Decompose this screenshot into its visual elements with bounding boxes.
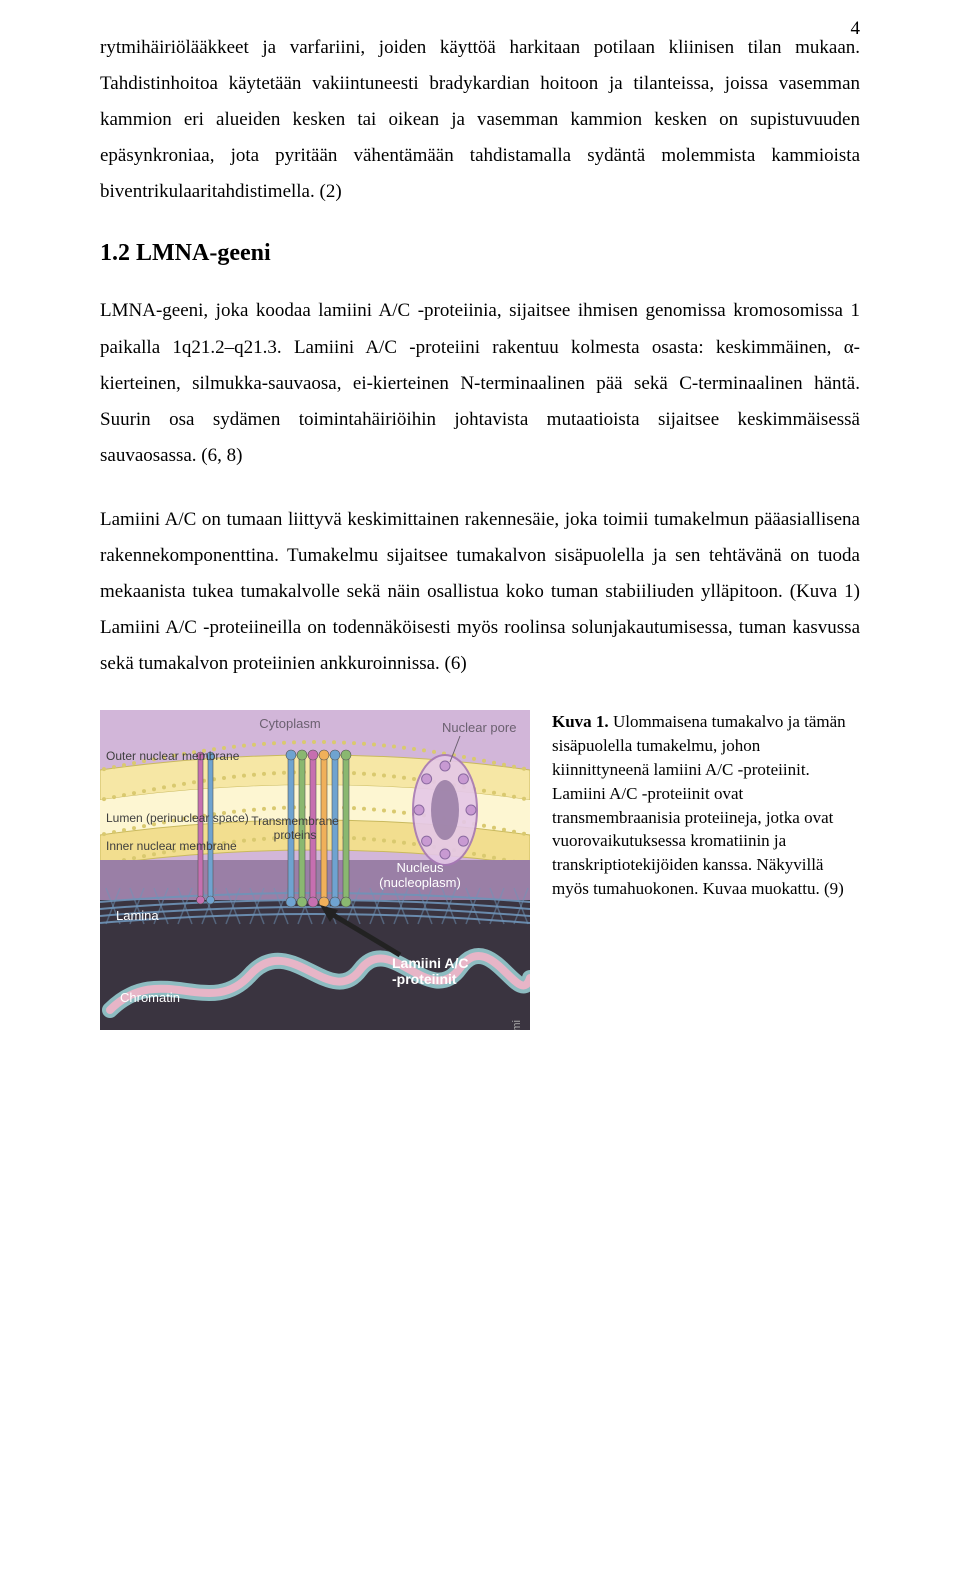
- figure-caption: Kuva 1. Ulommaisena tumakalvo ja tämän s…: [552, 710, 852, 900]
- svg-text:Lumen (perinuclear space): Lumen (perinuclear space): [106, 811, 249, 825]
- svg-text:Nuclear pore: Nuclear pore: [442, 720, 516, 735]
- svg-text:Cytoplasm: Cytoplasm: [259, 716, 320, 731]
- paragraph-2: LMNA-geeni, joka koodaa lamiini A/C -pro…: [100, 293, 860, 473]
- svg-text:Bob Crimi: Bob Crimi: [511, 1020, 523, 1030]
- svg-text:Outer nuclear membrane: Outer nuclear membrane: [106, 749, 240, 763]
- caption-text: Ulommaisena tumakalvo ja tämän sisäpuole…: [552, 712, 846, 898]
- paragraph-1: rytmihäiriölääkkeet ja varfariini, joide…: [100, 30, 860, 210]
- figure-row: Cytoplasm Nuclear pore Outer nuclear membr…: [100, 710, 860, 1035]
- figure-diagram: Cytoplasm Nuclear pore Outer nuclear membr…: [100, 710, 530, 1035]
- nuclear-envelope-diagram: Cytoplasm Nuclear pore Outer nuclear membr…: [100, 710, 530, 1030]
- svg-text:Lamina: Lamina: [116, 908, 159, 923]
- page-number: 4: [851, 18, 861, 40]
- caption-label: Kuva 1.: [552, 712, 609, 731]
- svg-text:Chromatin: Chromatin: [120, 990, 180, 1005]
- paragraph-3: Lamiini A/C on tumaan liittyvä keskimitt…: [100, 502, 860, 682]
- section-heading: 1.2 LMNA-geeni: [100, 240, 860, 267]
- svg-text:Inner nuclear membrane: Inner nuclear membrane: [106, 839, 237, 853]
- page: 4 rytmihäiriölääkkeet ja varfariini, joi…: [0, 0, 960, 1570]
